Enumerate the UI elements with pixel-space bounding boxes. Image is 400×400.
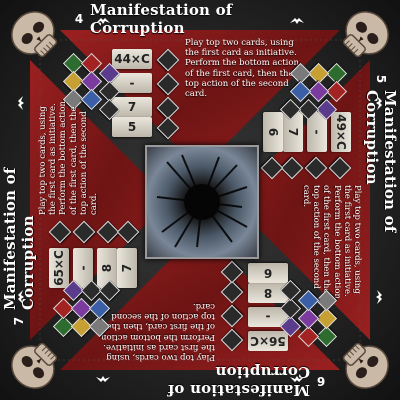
move-value: - [112,73,152,93]
skull-icon [330,330,400,400]
player-count: 7 [12,316,26,326]
bird-icon [290,10,304,24]
health-value: 65×C [49,248,69,288]
range-value: 5 [112,117,152,137]
bird-icon [96,10,110,24]
monster-title: Manifestation of Corruption [363,90,399,233]
ability-text: Play top two cards, using the first card… [101,300,215,362]
monster-title: Manifestation of Corruption [1,167,37,310]
attack-value: 7 [112,97,152,117]
range-value: 7 [117,248,137,288]
ability-text: Play top two cards, using the first card… [300,185,362,299]
player-count: 6 [316,374,326,388]
monster-title: Manifestation of Corruption [90,1,233,37]
attack-value: 7 [283,112,303,152]
range-value: 6 [263,112,283,152]
bird-icon [10,290,24,304]
skull-icon [0,0,70,70]
bird-icon [10,96,24,110]
bird-icon [96,376,110,390]
skull-icon [0,330,70,400]
bird-icon [290,376,304,390]
health-value: 44×C [112,49,152,69]
range-value: 6 [248,263,288,283]
ability-text: Play top two cards, using the first card… [185,38,299,100]
health-value: 56×C [248,331,288,351]
bird-icon [376,290,390,304]
ability-text: Play top two cards, using the first card… [38,101,100,215]
monster-title: Manifestation of Corruption [167,363,310,399]
health-value: 49×C [331,112,351,152]
player-count: 4 [74,12,84,26]
monster-portrait [145,145,259,259]
skull-icon [330,0,400,70]
player-count: 5 [374,74,388,84]
bird-icon [376,96,390,110]
